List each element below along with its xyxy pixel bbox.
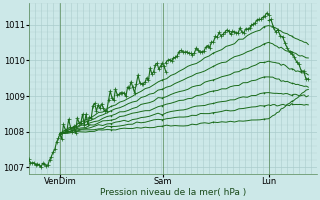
X-axis label: Pression niveau de la mer( hPa ): Pression niveau de la mer( hPa ) <box>100 188 246 197</box>
